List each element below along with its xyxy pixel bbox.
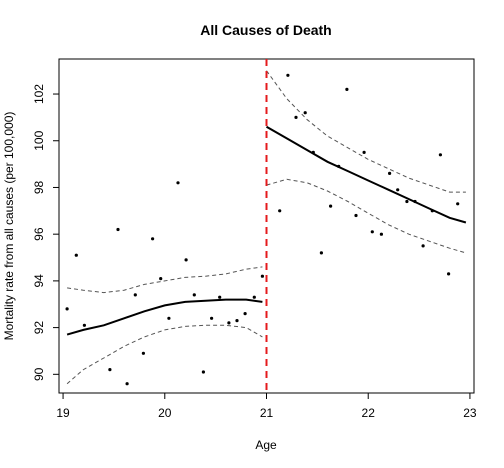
y-tick-label: 90 — [32, 367, 46, 381]
fit-line-below-21 — [66, 298, 263, 336]
data-point — [201, 370, 205, 374]
data-points — [65, 73, 460, 386]
x-tick-label: 21 — [260, 406, 274, 420]
data-point — [345, 87, 349, 91]
data-point — [447, 272, 451, 276]
x-tick-label: 22 — [362, 406, 376, 420]
x-tick-label: 20 — [158, 406, 172, 420]
ci-lower-line-below-21 — [66, 324, 263, 385]
data-point — [278, 209, 282, 213]
data-point — [303, 111, 307, 115]
data-point — [133, 293, 137, 297]
data-point — [456, 202, 460, 206]
ci-upper-line-below-21 — [67, 266, 263, 294]
chart-title: All Causes of Death — [200, 22, 331, 38]
data-point — [218, 295, 222, 299]
y-tick-label: 102 — [32, 84, 46, 104]
confidence-bands — [66, 70, 467, 385]
data-point — [108, 368, 112, 372]
y-tick-label: 92 — [32, 321, 46, 335]
y-tick-label: 96 — [32, 227, 46, 241]
data-point — [227, 321, 231, 325]
data-point — [116, 227, 120, 232]
x-axis: 19 20 21 22 23 — [56, 392, 477, 420]
data-point — [405, 199, 409, 204]
data-point — [125, 382, 129, 386]
x-tick-label: 23 — [463, 406, 477, 420]
data-point — [235, 319, 239, 323]
data-point — [388, 171, 392, 175]
data-point — [82, 323, 86, 327]
data-point — [141, 351, 145, 355]
data-point — [430, 209, 434, 213]
data-point — [286, 73, 290, 77]
data-point — [176, 181, 180, 185]
data-point — [294, 115, 298, 119]
fit-line-21-and-above — [266, 125, 467, 224]
y-tick-label: 100 — [32, 130, 46, 150]
data-point — [243, 312, 247, 316]
data-point — [252, 295, 256, 299]
data-point — [184, 258, 188, 262]
x-axis-label: Age — [255, 438, 277, 452]
data-point — [413, 199, 417, 204]
data-point — [329, 204, 333, 208]
data-point — [438, 153, 442, 157]
data-point — [319, 251, 323, 255]
y-tick-label: 98 — [32, 180, 46, 194]
data-point — [311, 150, 315, 154]
data-point — [167, 316, 171, 320]
ci-upper-line-21-and-above — [266, 70, 466, 193]
y-axis: 90 92 94 96 98 100 102 — [32, 84, 60, 381]
data-point — [151, 237, 155, 241]
data-point — [210, 316, 214, 320]
data-point — [421, 244, 425, 248]
data-point — [65, 307, 69, 311]
data-point — [379, 232, 383, 236]
data-point — [159, 277, 163, 281]
x-tick-label: 19 — [56, 406, 70, 420]
data-point — [192, 293, 196, 297]
data-point — [396, 188, 400, 192]
data-point — [337, 164, 341, 168]
data-point — [362, 150, 366, 154]
data-point — [370, 230, 374, 234]
y-axis-label: Mortality rate from all causes (per 100,… — [2, 112, 16, 341]
ci-lower-line-21-and-above — [266, 178, 467, 254]
data-point — [354, 213, 358, 218]
data-point — [260, 274, 264, 278]
data-point — [74, 253, 78, 257]
y-tick-label: 94 — [32, 274, 46, 288]
fitted-lines — [66, 125, 467, 336]
